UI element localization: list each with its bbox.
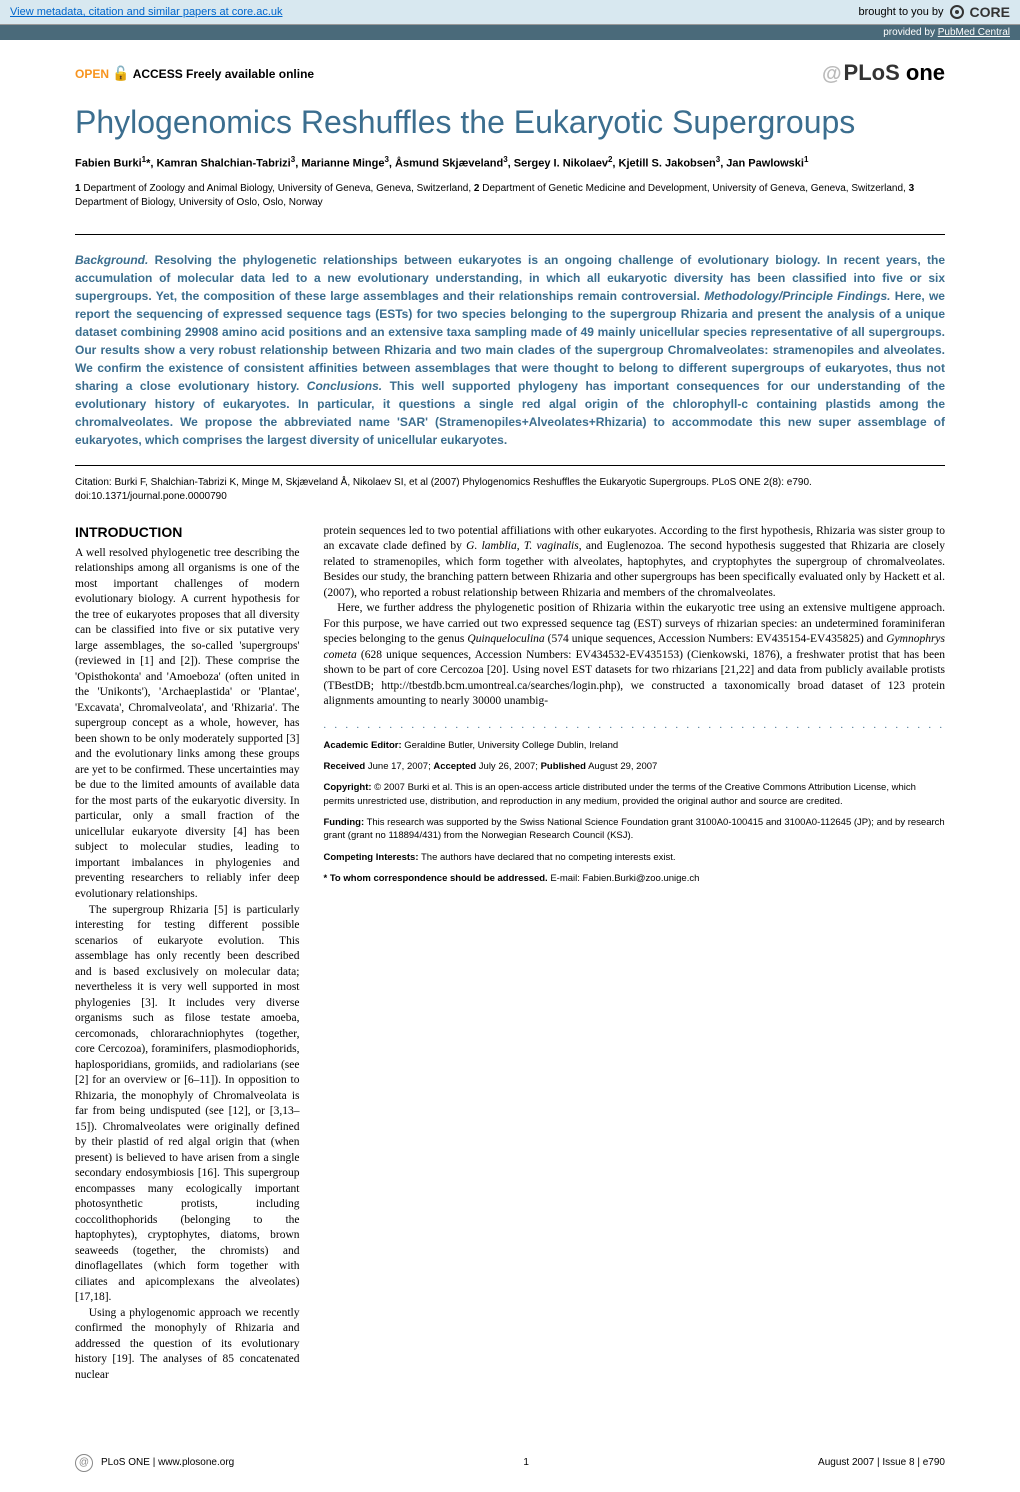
metadata-banner: View metadata, citation and similar pape…: [0, 0, 1020, 25]
footer-icon: @: [75, 1454, 93, 1472]
body-columns: INTRODUCTION A well resolved phylogeneti…: [75, 524, 945, 1384]
page-footer: @ PLoS ONE | www.plosone.org 1 August 20…: [0, 1454, 1020, 1492]
copyright-value: © 2007 Burki et al. This is an open-acce…: [324, 782, 916, 806]
citation: Citation: Burki F, Shalchian-Tabrizi K, …: [75, 476, 945, 504]
footer-issue: August 2007 | Issue 8 | e790: [818, 1457, 945, 1468]
accepted-label: Accepted: [433, 761, 476, 772]
core-attribution: brought to you by CORE: [859, 4, 1010, 20]
published-label: Published: [541, 761, 586, 772]
received-label: Received: [324, 761, 366, 772]
received-value: June 17, 2007;: [365, 761, 433, 772]
authors-list: Fabien Burki1*, Kamran Shalchian-Tabrizi…: [75, 155, 945, 170]
body-paragraph: A well resolved phylogenetic tree descri…: [75, 546, 300, 903]
freely-text: Freely available online: [186, 67, 314, 81]
plos-one-logo: @PLoS one: [822, 60, 945, 86]
body-paragraph: protein sequences led to two potential a…: [324, 524, 946, 602]
introduction-heading: INTRODUCTION: [75, 524, 300, 540]
published-value: August 29, 2007: [586, 761, 657, 772]
open-access-label: OPEN 🔓 ACCESS Freely available online: [75, 65, 314, 82]
swirl-icon: @: [822, 63, 842, 85]
affiliations: 1 Department of Zoology and Animal Biolo…: [75, 182, 945, 210]
brought-by-label: brought to you by: [859, 6, 944, 18]
article-title: Phylogenomics Reshuffles the Eukaryotic …: [75, 104, 945, 141]
body-paragraph: The supergroup Rhizaria [5] is particula…: [75, 903, 300, 1306]
one-text: one: [906, 60, 945, 85]
body-paragraph: Using a phylogenomic approach we recentl…: [75, 1306, 300, 1384]
funding-label: Funding:: [324, 817, 365, 828]
copyright-label: Copyright:: [324, 782, 372, 793]
article-meta: Academic Editor: Geraldine Butler, Unive…: [324, 739, 946, 885]
open-text: OPEN: [75, 67, 109, 81]
editor-value: Geraldine Butler, University College Dub…: [402, 740, 619, 751]
abstract-text: Background. Resolving the phylogenetic r…: [75, 251, 945, 449]
background-label: Background.: [75, 253, 148, 267]
metadata-link[interactable]: View metadata, citation and similar pape…: [10, 6, 283, 18]
conclusions-label: Conclusions.: [307, 379, 382, 393]
correspondence-value: E-mail: Fabien.Burki@zoo.unige.ch: [548, 873, 700, 884]
footer-journal: PLoS ONE | www.plosone.org: [101, 1457, 234, 1468]
body-paragraph: Here, we further address the phylogeneti…: [324, 601, 946, 710]
footer-left: @ PLoS ONE | www.plosone.org: [75, 1454, 234, 1472]
methods-label: Methodology/Principle Findings.: [704, 289, 890, 303]
right-column: protein sequences led to two potential a…: [324, 524, 946, 1384]
methods-text: Here, we report the sequencing of expres…: [75, 289, 945, 393]
plos-text: PLoS: [844, 60, 900, 85]
access-text: ACCESS: [133, 67, 183, 81]
core-logo: CORE: [970, 4, 1010, 20]
funding-value: This research was supported by the Swiss…: [324, 817, 945, 841]
left-column: INTRODUCTION A well resolved phylogeneti…: [75, 524, 300, 1384]
correspondence-label: * To whom correspondence should be addre…: [324, 873, 548, 884]
intro-body-right: protein sequences led to two potential a…: [324, 524, 946, 710]
competing-value: The authors have declared that no compet…: [419, 852, 676, 863]
separator-dots: . . . . . . . . . . . . . . . . . . . . …: [324, 720, 946, 731]
editor-label: Academic Editor:: [324, 740, 402, 751]
footer-page-number: 1: [523, 1457, 529, 1468]
accepted-value: July 26, 2007;: [476, 761, 540, 772]
core-icon: [950, 5, 964, 19]
competing-label: Competing Interests:: [324, 852, 419, 863]
provider-banner: provided by PubMed Central: [0, 25, 1020, 40]
abstract-box: Background. Resolving the phylogenetic r…: [75, 234, 945, 466]
provider-link[interactable]: PubMed Central: [938, 27, 1010, 38]
provided-by-label: provided by: [883, 27, 935, 38]
intro-body-left: A well resolved phylogenetic tree descri…: [75, 546, 300, 1384]
lock-icon: 🔓: [112, 65, 129, 81]
page-header: OPEN 🔓 ACCESS Freely available online @P…: [75, 60, 945, 86]
